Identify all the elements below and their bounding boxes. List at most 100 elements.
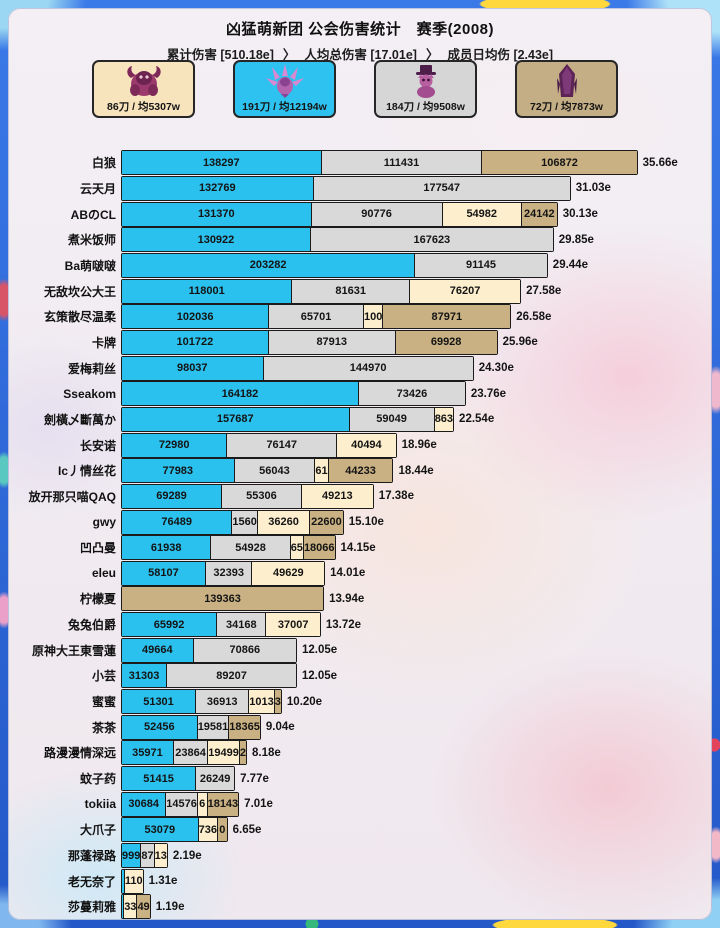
crystal-golem-icon [517,62,616,99]
bar-segment-cyan[interactable]: 58107 [122,561,206,585]
bar-segment-tan[interactable]: 18066 [303,536,335,560]
bar-segment-tan[interactable]: 49 [137,895,150,919]
boss-card[interactable]: 191刀 / 均12194w [233,60,336,118]
bar-segment-tan[interactable]: 2 [239,741,246,765]
bar-segment-tan[interactable]: 24142 [521,202,557,226]
bar-segment-grey[interactable]: 65701 [269,305,364,329]
bar-segment-grey[interactable]: 23864 [173,741,209,765]
bar-segment-cyan[interactable]: 131370 [122,202,312,226]
bar-segment-cyan[interactable]: 130922 [122,228,311,252]
bar-segment-cyan[interactable]: 31303 [122,664,168,688]
bar-segment-tan[interactable]: 87971 [383,305,511,329]
bar-segment-cyan[interactable]: 77983 [122,459,235,483]
bar-segment-grey[interactable]: 59049 [349,407,435,431]
bar-segment-grey[interactable]: 167623 [310,228,553,252]
bar-segment-cyan[interactable]: 999 [122,844,142,868]
bar-segment-cream[interactable]: 76207 [410,279,521,303]
bar-segment-cream[interactable]: 49213 [301,484,373,508]
bar-segment-cyan[interactable]: 51301 [122,690,196,714]
bar-segment-tan[interactable]: 69928 [395,330,497,354]
bar-segment-cream[interactable]: 40494 [337,433,396,457]
boss-card[interactable]: 184刀 / 均9508w [374,60,477,118]
bar-segment-cyan[interactable]: 61938 [122,536,212,560]
bar-segment-cyan[interactable]: 138297 [122,151,322,175]
bar-segment-cyan[interactable]: 132769 [122,176,314,200]
bar-segment-cyan[interactable]: 98037 [122,356,264,380]
bar-segment-tan[interactable]: 44233 [328,459,393,483]
cat-tophat-icon [376,62,475,99]
row-total: 17.38e [378,490,414,503]
bar-segment-grey[interactable]: 177547 [313,176,570,200]
bar-segment-grey[interactable]: 32393 [205,561,253,585]
bar-segment-cyan[interactable]: 52456 [122,715,198,739]
bar-segment-cyan[interactable]: 203282 [122,253,416,277]
bar-segment-cream[interactable]: 37007 [266,613,320,637]
stat-separator: 〉 [282,48,296,62]
bar-segment-cream[interactable]: 863 [434,407,454,431]
row-total: 29.85e [558,233,594,246]
bar-segment-cream[interactable]: 49629 [252,561,325,585]
bar-segment-cream[interactable]: 736 [198,818,218,842]
bar-segment-cream[interactable]: 1013 [249,690,275,714]
bar-segment-grey[interactable]: 91145 [415,253,547,277]
bar-segment-tan[interactable]: 3 [274,690,281,714]
bar-segment-grey[interactable]: 55306 [222,484,302,508]
bar-segment-grey[interactable]: 26249 [196,767,235,791]
bar-segment-grey[interactable]: 76147 [227,433,338,457]
bar-segment-grey[interactable]: 70866 [193,638,296,662]
bar-segment-cyan[interactable]: 102036 [122,305,270,329]
bar-segment-cream[interactable]: 19499 [208,741,240,765]
bar-segment-cream[interactable]: 13 [154,844,167,868]
player-name: 白狼 [91,156,116,171]
bar-segment-grey[interactable]: 56043 [234,459,316,483]
bar-segment-grey[interactable]: 111431 [321,151,483,175]
player-name: 老无奈了 [67,874,116,889]
bar-segment-grey[interactable]: 89207 [167,664,296,688]
bar-segment-grey[interactable]: 144970 [263,356,473,380]
bar-segment-grey[interactable]: 87 [141,844,155,868]
bar-segment-cyan[interactable]: 118001 [122,279,293,303]
bar-segment-grey[interactable]: 19581 [197,715,230,739]
bar-segment-cyan[interactable] [122,895,125,919]
bar-segment-cyan[interactable]: 53079 [122,818,199,842]
bar-segment-cream[interactable]: 6 [197,792,208,816]
stacked-bar: 203282 91145 [121,252,548,278]
bar-segment-tan[interactable]: 0 [217,818,227,842]
row-total: 29.44e [552,259,588,272]
bar-segment-cyan[interactable]: 101722 [122,330,269,354]
bar-segment-cyan[interactable]: 51415 [122,767,197,791]
bar-segment-tan[interactable]: 22600 [310,510,343,534]
bar-segment-cyan[interactable]: 30684 [122,792,167,816]
bar-segment-tan[interactable]: 139363 [122,587,324,611]
boss-card[interactable]: 72刀 / 均7873w [515,60,618,118]
bar-segment-cyan[interactable]: 69289 [122,484,222,508]
bar-segment-cyan[interactable]: 164182 [122,382,359,406]
bar-segment-cyan[interactable]: 76489 [122,510,233,534]
bar-segment-cream[interactable]: 100 [363,305,384,329]
bar-segment-cream[interactable]: 110 [124,869,143,893]
bar-segment-grey[interactable]: 90776 [311,202,443,226]
bar-segment-cream[interactable]: 33 [124,895,138,919]
bar-segment-grey[interactable]: 14576 [166,792,198,816]
bar-segment-cyan[interactable]: 65992 [122,613,218,637]
bar-segment-grey[interactable]: 73426 [358,382,465,406]
bar-segment-cream[interactable]: 65 [290,536,304,560]
bar-segment-cream[interactable]: 36260 [257,510,311,534]
bar-segment-tan[interactable]: 18365 [229,715,260,739]
bar-segment-cyan[interactable]: 72980 [122,433,228,457]
bar-segment-cyan[interactable] [122,869,125,893]
bar-segment-grey[interactable]: 34168 [217,613,267,637]
bar-segment-cyan[interactable]: 157687 [122,407,350,431]
bar-segment-cyan[interactable]: 35971 [122,741,174,765]
bar-segment-grey[interactable]: 87913 [268,330,396,354]
bar-segment-cream[interactable]: 54982 [442,202,522,226]
bar-segment-tan[interactable]: 18143 [207,792,239,816]
bar-segment-grey[interactable]: 1560 [232,510,258,534]
bar-segment-grey[interactable]: 81631 [292,279,411,303]
bar-segment-cyan[interactable]: 49664 [122,638,194,662]
bar-segment-grey[interactable]: 36913 [196,690,250,714]
boss-card[interactable]: 86刀 / 均5307w [92,60,195,118]
bar-segment-grey[interactable]: 54928 [211,536,291,560]
bar-segment-cream[interactable]: 61 [315,459,329,483]
bar-segment-tan[interactable]: 106872 [482,151,637,175]
